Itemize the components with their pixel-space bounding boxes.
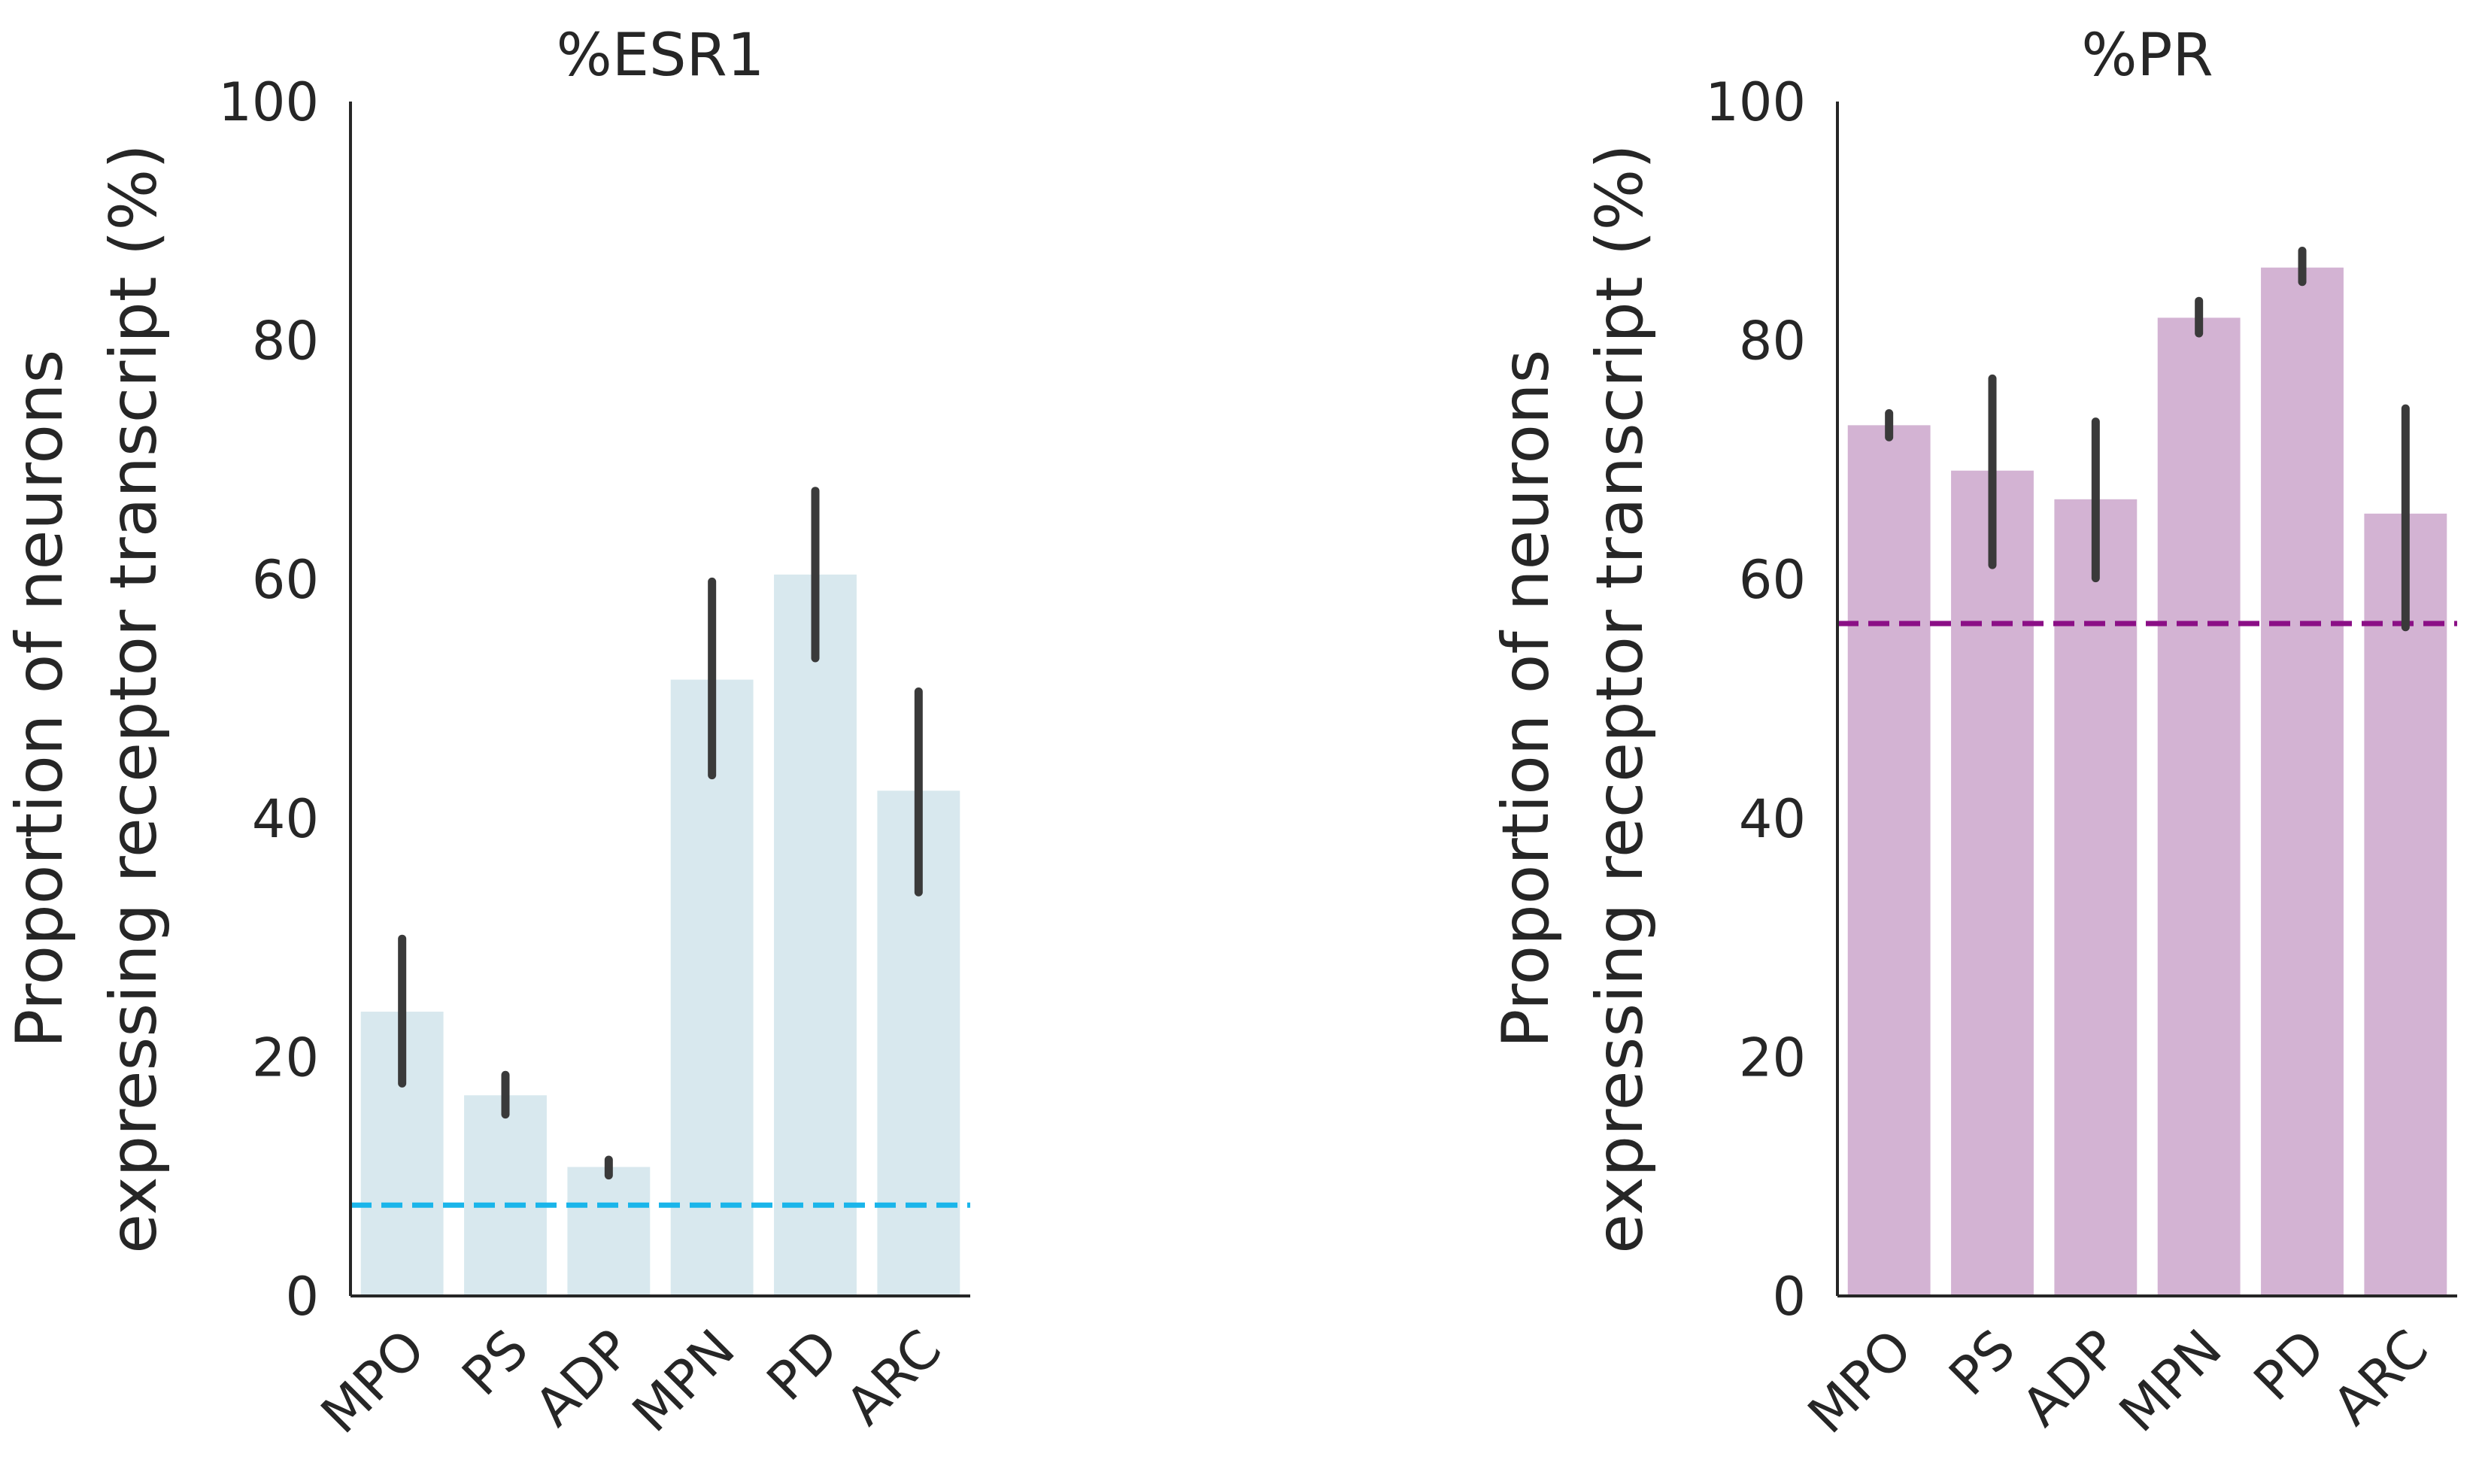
x-tick-label-adp: ADP: [523, 1318, 644, 1438]
y-tick-label: 100: [1705, 71, 1806, 133]
x-tick-label-adp: ADP: [2010, 1318, 2131, 1438]
x-tick-label-mpn: MPN: [620, 1318, 747, 1444]
x-tick-label-mpo: MPO: [309, 1318, 437, 1446]
bar-mpo: [1847, 425, 1931, 1296]
x-tick-label-pd: PD: [2242, 1318, 2337, 1413]
y-axis-label-line-1: Proportion of neurons: [1488, 350, 1564, 1049]
y-tick-label: 40: [1739, 788, 1806, 850]
x-tick-label-arc: ARC: [834, 1318, 953, 1437]
y-tick-label: 40: [252, 788, 319, 850]
bar-adp: [2054, 499, 2138, 1297]
y-axis-label-line-2: expressing receptor transcript (%): [96, 144, 171, 1253]
y-tick-label: 20: [252, 1027, 319, 1088]
bar-ps: [1951, 470, 2034, 1296]
chart-title: %ESR1: [557, 22, 765, 90]
y-tick-label: 60: [1739, 549, 1806, 611]
bar-arc: [2364, 513, 2447, 1296]
y-tick-label: 0: [1772, 1266, 1806, 1328]
x-tick-label-mpn: MPN: [2107, 1318, 2234, 1444]
y-axis-label-line-2: expressing receptor transcript (%): [1582, 144, 1658, 1253]
y-tick-label: 60: [252, 549, 319, 611]
bar-pd: [774, 574, 857, 1296]
bar-mpn: [2157, 317, 2241, 1297]
y-tick-label: 0: [285, 1266, 319, 1328]
bar-mpn: [670, 679, 754, 1296]
x-tick-label-mpo: MPO: [1796, 1318, 1924, 1446]
x-tick-label-pd: PD: [755, 1318, 850, 1413]
y-tick-label: 80: [1739, 311, 1806, 372]
y-axis-label-line-1: Proportion of neurons: [2, 350, 77, 1049]
x-tick-label-arc: ARC: [2321, 1318, 2440, 1437]
bar-adp: [567, 1167, 651, 1296]
bar-pd: [2261, 267, 2344, 1297]
chart-title: %PR: [2081, 22, 2213, 90]
y-tick-label: 20: [1739, 1027, 1806, 1088]
y-tick-label: 80: [252, 311, 319, 372]
y-tick-label: 100: [218, 71, 319, 133]
bar-ps: [464, 1095, 547, 1296]
